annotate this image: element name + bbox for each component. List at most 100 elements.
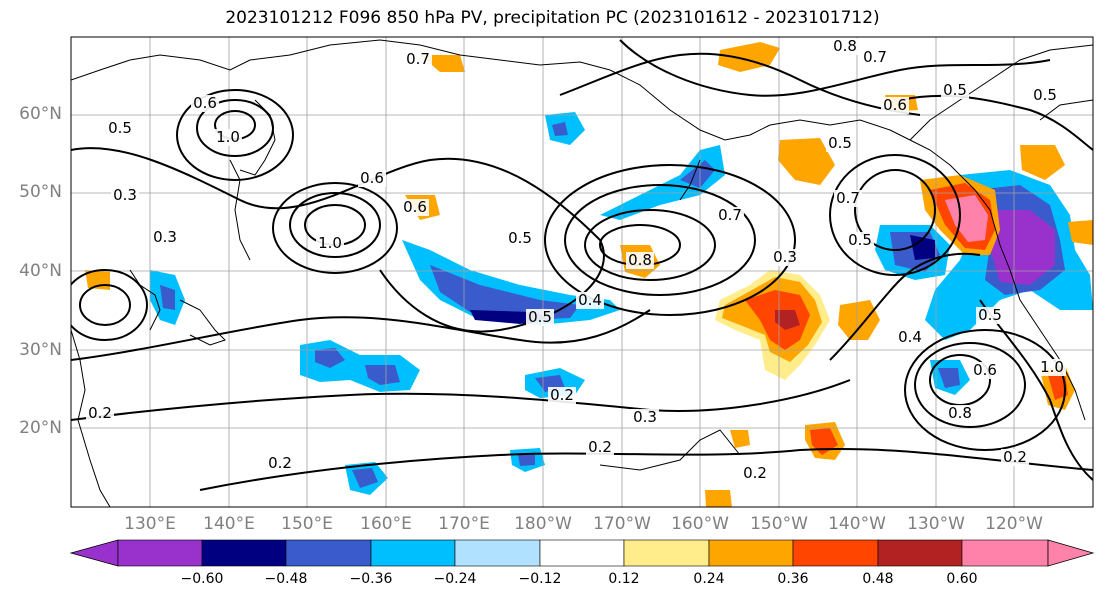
lon-label-160e: 160°E [360, 514, 412, 534]
lon-label-170e: 170°E [438, 514, 490, 534]
contour-label: 0.5 [108, 119, 132, 137]
contour-label: 0.2 [588, 438, 612, 456]
contour-label: 0.3 [153, 228, 177, 246]
contour-label-bg [151, 229, 179, 246]
precip-positive-shading [85, 42, 1093, 507]
contour-label-bg [741, 465, 769, 482]
precip-negative-shading [150, 112, 1093, 495]
lat-label-20n: 20°N [19, 418, 62, 438]
contour-label: 0.7 [718, 206, 742, 224]
contour-label-bg [358, 170, 386, 187]
contour-label-bg [111, 187, 139, 204]
contour-label: 0.2 [268, 454, 292, 472]
colorbar-tick: 0.48 [862, 571, 894, 587]
lon-label-120w: 120°W [985, 514, 1043, 534]
contour-label-bg [941, 82, 969, 99]
contour-label: 1.0 [318, 234, 342, 252]
lon-label-180w: 180°W [514, 514, 572, 534]
lon-label-150w: 150°W [750, 514, 808, 534]
colorbar-segment [539, 539, 625, 567]
colorbar-segment [708, 539, 794, 567]
contour-label: 0.2 [88, 404, 112, 422]
contour-label-bg [266, 455, 294, 472]
contour-label: 0.5 [508, 229, 532, 247]
contour-label-bg [771, 249, 799, 266]
colorbar-tick: 0.60 [946, 571, 978, 587]
contour-label-bg [831, 38, 859, 55]
contour-label: 0.7 [836, 189, 860, 207]
contour-label: 0.6 [883, 96, 907, 114]
contour-label-bg [631, 409, 659, 426]
contour-label-bg [191, 95, 219, 112]
contour-label-bg [716, 207, 744, 224]
lon-label-160w: 160°W [671, 514, 729, 534]
contour-label-bg [846, 232, 874, 249]
contour-label-bg [106, 120, 134, 137]
contour-label: 0.7 [863, 48, 887, 66]
contour-label-bg [861, 49, 889, 66]
colorbar-tick: 0.36 [777, 571, 809, 587]
contour-label: 0.2 [1003, 448, 1027, 466]
contour-label: 0.5 [978, 306, 1002, 324]
lat-label-30n: 30°N [19, 340, 62, 360]
contour-label-bg [316, 235, 344, 252]
contour-label: 0.4 [578, 291, 602, 309]
colorbar-tick: 0.12 [608, 571, 640, 587]
lat-label-60n: 60°N [19, 104, 62, 124]
contour-label: 0.2 [743, 464, 767, 482]
lat-label-50n: 50°N [19, 182, 62, 202]
contour-label: 0.3 [113, 186, 137, 204]
contour-label-bg [1031, 87, 1059, 104]
contour-label: 0.6 [193, 94, 217, 112]
contour-label-bg [506, 230, 534, 247]
contour-label: 0.3 [633, 408, 657, 426]
colorbar-segment [370, 539, 456, 567]
colorbar-tick: −0.36 [349, 571, 393, 587]
contour-label: 0.4 [898, 328, 922, 346]
contour-label: 0.8 [948, 404, 972, 422]
contour-label-bg [976, 307, 1004, 324]
contour-label-bg [946, 405, 974, 422]
contour-label-bg [526, 309, 554, 326]
colorbar-tick: −0.12 [518, 571, 562, 587]
contour-label: 0.3 [773, 248, 797, 266]
contour-label-bg [548, 387, 576, 404]
colorbar-tick: −0.48 [264, 571, 308, 587]
contour-label-bg [214, 129, 242, 146]
contour-label: 0.6 [973, 361, 997, 379]
colorbar-segment [623, 539, 710, 567]
contour-label: 0.8 [833, 37, 857, 55]
colorbar-high-extend [1047, 539, 1095, 567]
pv-contours [71, 39, 1093, 491]
contour-label: 0.5 [1033, 86, 1057, 104]
map-title: 2023101212 F096 850 hPa PV, precipitatio… [225, 8, 880, 28]
colorbar-tick: 0.24 [693, 571, 725, 587]
contour-label-bg [626, 252, 654, 269]
contour-label-bg [1001, 449, 1029, 466]
contour-label: 1.0 [216, 128, 240, 146]
contour-label: 0.6 [403, 198, 427, 216]
contour-label: 0.5 [848, 231, 872, 249]
contour-label-bg [86, 405, 114, 422]
colorbar-segment [285, 539, 372, 567]
contour-label-bg [404, 51, 432, 68]
contour-label: 0.6 [360, 169, 384, 187]
colorbar-tick: −0.60 [180, 571, 224, 587]
colorbar-segment [792, 539, 879, 567]
contour-label: 1.0 [1040, 358, 1064, 376]
lon-label-140w: 140°W [828, 514, 886, 534]
colorbar-segment [117, 539, 203, 567]
contour-label: 0.5 [528, 308, 552, 326]
contour-label-bg [576, 292, 604, 309]
colorbar-low-extend [69, 539, 119, 567]
lon-label-170w: 170°W [593, 514, 651, 534]
map-frame [70, 36, 1094, 508]
contour-label-bg [401, 199, 429, 216]
contour-labels: 0.7 0.8 0.7 0.6 0.5 1.0 0.6 0.5 0.3 0.3 1.0 0.6 0.6 0… [86, 37, 1066, 482]
colorbar-segment [201, 539, 287, 567]
contour-label-bg [971, 362, 999, 379]
lat-label-40n: 40°N [19, 261, 62, 281]
contour-label-bg [586, 439, 614, 456]
lon-label-140e: 140°E [203, 514, 255, 534]
